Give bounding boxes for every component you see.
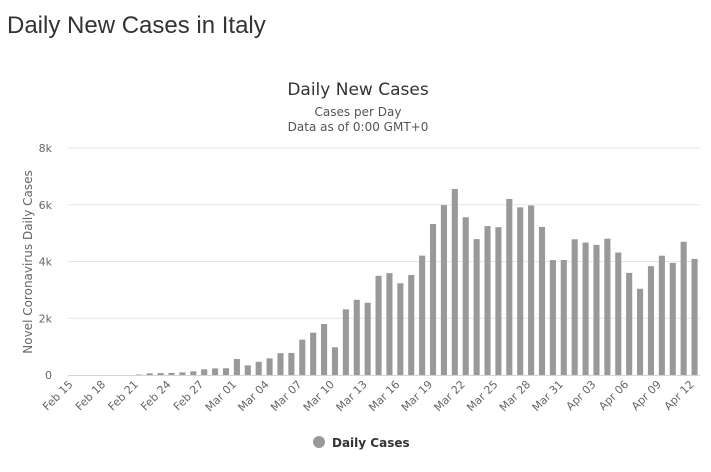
bar[interactable]: [615, 252, 622, 375]
bar[interactable]: [233, 358, 240, 375]
x-tick-label: Apr 06: [596, 378, 631, 413]
x-tick-label: Feb 21: [106, 378, 141, 413]
y-axis: 0 2k 4k 6k 8k: [39, 142, 53, 382]
x-tick-label: Feb 15: [40, 378, 75, 413]
x-tick-label: Mar 01: [203, 378, 239, 414]
x-tick-label: Mar 16: [366, 378, 402, 414]
y-axis-title: Novel Coronavirus Daily Cases: [21, 170, 35, 353]
chart-title: Daily New Cases: [287, 80, 429, 100]
bar[interactable]: [582, 242, 589, 375]
bar[interactable]: [462, 217, 469, 375]
bar[interactable]: [299, 339, 306, 375]
bar[interactable]: [528, 205, 535, 375]
bar[interactable]: [386, 273, 393, 375]
bar[interactable]: [658, 255, 665, 375]
bar-series: [135, 188, 698, 375]
bar[interactable]: [168, 372, 175, 375]
bar[interactable]: [495, 227, 502, 375]
bar[interactable]: [549, 260, 556, 375]
bar[interactable]: [288, 352, 295, 375]
x-tick-label: Mar 28: [497, 378, 533, 414]
x-tick-label: Feb 27: [171, 378, 206, 413]
bar[interactable]: [604, 238, 611, 375]
bar[interactable]: [484, 226, 491, 375]
bar[interactable]: [506, 198, 513, 375]
bar[interactable]: [680, 241, 687, 375]
bar[interactable]: [637, 288, 644, 375]
bar[interactable]: [310, 332, 317, 375]
bar[interactable]: [571, 239, 578, 375]
bar[interactable]: [266, 358, 273, 375]
bar[interactable]: [277, 353, 284, 375]
y-tick-label: 0: [45, 369, 52, 382]
x-tick-label: Feb 24: [138, 378, 173, 413]
x-tick-label: Mar 31: [530, 378, 566, 414]
bar[interactable]: [451, 188, 458, 375]
bar[interactable]: [321, 324, 328, 375]
x-tick-label: Mar 22: [432, 378, 468, 414]
x-tick-label: Apr 09: [629, 378, 664, 413]
bar[interactable]: [342, 309, 349, 375]
bar[interactable]: [201, 369, 208, 375]
bar[interactable]: [190, 371, 197, 375]
bar[interactable]: [222, 368, 230, 375]
bar[interactable]: [331, 347, 339, 375]
bar[interactable]: [179, 372, 186, 375]
chart-subtitle-date: Data as of 0:00 GMT+0: [288, 120, 429, 134]
x-tick-label: Mar 13: [334, 378, 370, 414]
bar[interactable]: [408, 274, 415, 375]
legend-label: Daily Cases: [332, 436, 410, 450]
x-tick-label: Apr 12: [662, 378, 697, 413]
x-tick-label: Mar 07: [268, 378, 304, 414]
bar[interactable]: [626, 272, 633, 375]
bar[interactable]: [429, 223, 437, 375]
x-tick-label: Feb 18: [73, 378, 108, 413]
x-tick-label: Apr 03: [564, 378, 599, 413]
y-tick-label: 6k: [39, 199, 53, 212]
bar[interactable]: [244, 365, 251, 375]
legend-marker: [313, 436, 325, 448]
bar[interactable]: [353, 299, 360, 375]
bar[interactable]: [146, 373, 153, 375]
y-tick-label: 2k: [39, 312, 53, 325]
bar[interactable]: [691, 258, 698, 375]
x-tick-label: Mar 10: [301, 378, 337, 414]
bar[interactable]: [397, 283, 404, 375]
bar[interactable]: [593, 244, 600, 375]
bar[interactable]: [647, 266, 655, 375]
y-tick-label: 8k: [39, 142, 53, 155]
x-tick-label: Mar 25: [464, 378, 500, 414]
x-tick-label: Mar 04: [235, 378, 271, 414]
bar[interactable]: [375, 275, 382, 375]
bar[interactable]: [473, 239, 480, 375]
bar[interactable]: [669, 262, 676, 375]
y-tick-label: 4k: [39, 256, 53, 269]
legend-item[interactable]: Daily Cases: [313, 436, 410, 450]
bar[interactable]: [419, 255, 426, 375]
bar[interactable]: [364, 302, 371, 375]
bar[interactable]: [255, 361, 262, 375]
bar[interactable]: [440, 205, 447, 375]
bar[interactable]: [538, 226, 546, 375]
legend[interactable]: Daily Cases: [313, 436, 410, 450]
page-title: Daily New Cases in Italy: [7, 12, 266, 39]
chart-subtitle: Cases per Day: [315, 105, 402, 119]
bar[interactable]: [560, 260, 567, 375]
x-tick-label: Mar 19: [399, 378, 435, 414]
bar[interactable]: [517, 207, 524, 375]
bar[interactable]: [212, 368, 219, 375]
bar[interactable]: [157, 373, 164, 375]
